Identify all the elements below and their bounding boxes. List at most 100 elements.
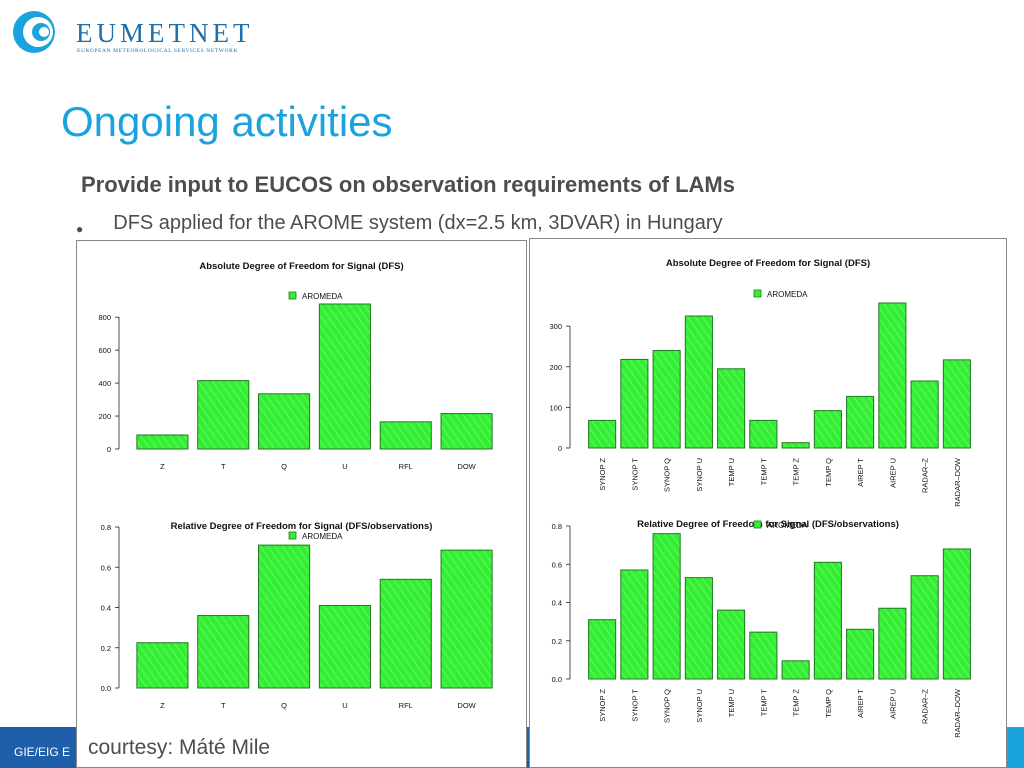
bar-temp-z	[781, 442, 810, 449]
x-tick-label: RADAR–DOW	[953, 457, 962, 507]
bar-synop-t	[620, 358, 649, 449]
x-tick-label: T	[221, 462, 226, 471]
x-tick-label: Z	[160, 701, 165, 710]
y-tick-label: 0.6	[552, 560, 562, 569]
x-tick-label: SYNOP Q	[663, 458, 672, 492]
x-tick-label: AIREP U	[888, 689, 897, 719]
svg-text:AROMEDA: AROMEDA	[767, 290, 808, 299]
chart-legend: AROMEDA	[288, 291, 343, 301]
chart-title: Relative Degree of Freedom for Signal (D…	[637, 519, 899, 530]
y-tick-label: 100	[549, 403, 562, 412]
bar-temp-z	[781, 660, 810, 680]
bar-u	[318, 303, 371, 450]
x-tick-label: SYNOP T	[630, 689, 639, 722]
bar-rfl	[379, 578, 432, 689]
bar-synop-t	[620, 569, 649, 680]
x-tick-label: RADAR–Z	[921, 689, 930, 724]
y-tick-label: 0	[558, 444, 562, 453]
x-tick-label: SYNOP U	[695, 689, 704, 723]
x-tick-label: U	[342, 701, 347, 710]
x-tick-label: TEMP Z	[792, 458, 801, 486]
footer-accent	[1005, 727, 1024, 768]
x-tick-label: SYNOP Z	[598, 458, 607, 491]
y-tick-label: 0.8	[552, 522, 562, 531]
x-tick-label: AIREP T	[856, 458, 865, 487]
x-tick-label: RFL	[399, 701, 413, 710]
x-tick-label: RADAR–DOW	[953, 688, 962, 738]
eumetnet-logo-icon	[13, 11, 55, 53]
bar-temp-q	[813, 561, 842, 680]
x-tick-label: Q	[281, 462, 287, 471]
x-tick-label: TEMP T	[759, 689, 768, 717]
bar-q	[258, 393, 311, 450]
page-title: Ongoing activities	[61, 98, 393, 145]
bar-synop-q	[652, 533, 681, 680]
y-tick-label: 600	[98, 346, 111, 355]
x-tick-label: RFL	[399, 462, 413, 471]
x-tick-label: TEMP Q	[824, 689, 833, 718]
chart-relative-dfs-left: Relative Degree of Freedom for Signal (D…	[101, 521, 493, 710]
bar-synop-z	[588, 619, 617, 680]
bar-synop-q	[652, 350, 681, 449]
logo-name: EUMETNET	[76, 18, 254, 48]
courtesy-note: courtesy: Máté Mile	[88, 736, 271, 759]
footer-text: GIE/EIG E	[14, 745, 71, 759]
bar-airep-u	[878, 302, 907, 449]
chart-panel-right: Absolute Degree of Freedom for Signal (D…	[529, 238, 1007, 768]
bar-q	[258, 544, 311, 689]
svg-text:AROMEDA: AROMEDA	[302, 532, 343, 541]
chart-legend: AROMEDA	[753, 289, 808, 299]
chart-title: Absolute Degree of Freedom for Signal (D…	[199, 261, 403, 272]
x-tick-label: Z	[160, 462, 165, 471]
bullet-icon: ●	[76, 222, 84, 236]
bar-airep-u	[878, 607, 907, 680]
chart-relative-dfs-right: Relative Degree of Freedom for Signal (D…	[552, 519, 971, 738]
bar-radar-dow	[942, 359, 971, 449]
bar-t	[197, 380, 250, 450]
y-tick-label: 0.6	[101, 563, 111, 572]
x-tick-label: DOW	[457, 462, 476, 471]
chart-absolute-dfs-left: Absolute Degree of Freedom for Signal (D…	[98, 261, 493, 471]
eumetnet-logo: EUMETNET EUROPEAN METEOROLOGICAL SERVICE…	[10, 8, 249, 58]
y-axis: 0 100 200 300	[549, 322, 571, 453]
bar-airep-t	[846, 628, 875, 680]
x-tick-label: SYNOP Z	[598, 689, 607, 722]
bar-temp-t	[749, 419, 778, 449]
chart-legend: AROMEDA	[288, 531, 343, 541]
bar-dow	[440, 549, 493, 689]
y-axis: 0 200 400 600 800	[98, 313, 120, 454]
section-heading: Provide input to EUCOS on observation re…	[81, 172, 735, 197]
chart-title: Absolute Degree of Freedom for Signal (D…	[666, 258, 870, 269]
x-tick-label: T	[221, 701, 226, 710]
x-tick-label: SYNOP U	[695, 458, 704, 492]
bar-u	[318, 604, 371, 689]
x-tick-label: SYNOP T	[630, 458, 639, 491]
bar-dow	[440, 413, 493, 450]
y-tick-label: 200	[549, 363, 562, 372]
y-tick-label: 0.0	[101, 684, 111, 693]
x-tick-label: DOW	[457, 701, 476, 710]
x-tick-label: AIREP T	[856, 689, 865, 718]
bullet-text: DFS applied for the AROME system (dx=2.5…	[113, 212, 723, 234]
bar-radar-z	[910, 380, 939, 449]
x-tick-label: TEMP U	[727, 458, 736, 486]
x-tick-label: U	[342, 462, 347, 471]
bar-synop-u	[684, 315, 713, 449]
bar-temp-q	[813, 410, 842, 449]
y-tick-label: 0.8	[101, 523, 111, 532]
bar-synop-u	[684, 577, 713, 680]
y-tick-label: 0.2	[552, 637, 562, 646]
chart-legend: AROMEDA	[753, 520, 808, 530]
x-tick-label: SYNOP Q	[663, 689, 672, 723]
y-tick-label: 0.4	[101, 604, 111, 613]
svg-text:AROMEDA: AROMEDA	[302, 292, 343, 301]
chart-panel-left: Absolute Degree of Freedom for Signal (D…	[76, 240, 527, 768]
chart-absolute-dfs-right: Absolute Degree of Freedom for Signal (D…	[549, 258, 971, 507]
logo-subtitle: EUROPEAN METEOROLOGICAL SERVICES NETWORK	[77, 48, 239, 54]
x-tick-label: AIREP U	[888, 458, 897, 488]
x-tick-label: TEMP T	[759, 458, 768, 486]
y-tick-label: 200	[98, 412, 111, 421]
x-tick-label: TEMP Z	[792, 689, 801, 717]
x-tick-label: RADAR–Z	[921, 458, 930, 493]
y-tick-label: 400	[98, 379, 111, 388]
